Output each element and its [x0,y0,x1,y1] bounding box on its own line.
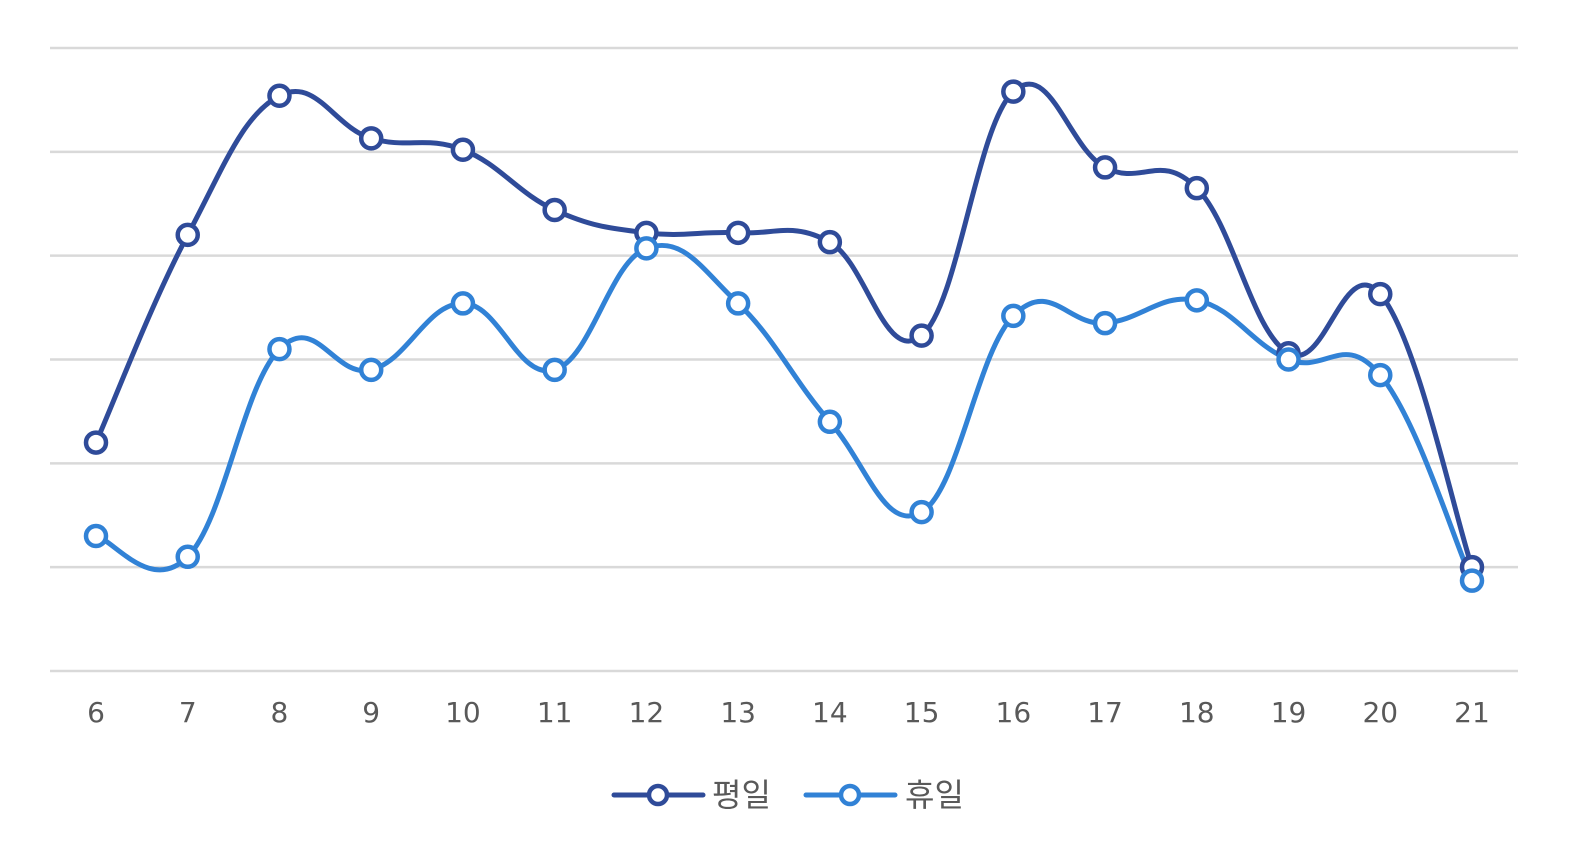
legend-item-1[interactable]: 평일 [611,776,771,814]
x-tick-label: 13 [720,696,756,729]
legend-label: 휴일 [905,776,964,814]
series-line-1 [93,81,1475,570]
data-point[interactable] [450,291,476,316]
data-point[interactable] [175,222,200,248]
data-point[interactable] [1092,155,1118,180]
data-point[interactable] [542,357,567,383]
data-point[interactable] [725,291,751,316]
data-point[interactable] [817,409,843,435]
data-point[interactable] [1276,347,1301,372]
data-point[interactable] [358,357,384,383]
x-tick-label: 15 [904,696,940,729]
x-tick-label: 8 [271,696,289,729]
data-point[interactable] [1459,568,1485,593]
x-tick-label: 16 [996,696,1032,729]
gridlines [50,46,1518,673]
data-point[interactable] [175,544,200,570]
x-tick-label: 14 [812,696,848,729]
x-tick-label: 17 [1087,696,1123,729]
data-point[interactable] [1001,303,1026,329]
series-lines [93,81,1475,584]
x-tick-label: 9 [362,696,380,729]
x-tick-label: 10 [445,696,481,729]
data-point[interactable] [83,523,109,549]
x-tick-label: 18 [1179,696,1215,729]
data-point[interactable] [1092,310,1118,336]
data-point[interactable] [1184,175,1210,201]
legend-item-2[interactable]: 휴일 [803,776,964,814]
data-points [83,79,1485,593]
data-point[interactable] [358,126,384,151]
x-tick-label: 11 [537,696,573,729]
x-tick-label: 7 [179,696,197,729]
data-point[interactable] [450,137,476,163]
legend[interactable]: 평일 휴일 [611,776,964,814]
data-point[interactable] [817,229,843,255]
x-tick-label: 12 [629,696,665,729]
data-point[interactable] [1368,281,1393,307]
legend-label: 평일 [712,776,771,814]
legend-marker [646,783,670,807]
x-tick-label: 19 [1271,696,1307,729]
x-axis-ticks: 6 7 8 9 10 11 12 13 14 15 16 17 18 19 20 21 [87,696,1490,729]
legend-marker [838,783,862,807]
data-point[interactable] [83,430,109,455]
data-point[interactable] [267,336,292,362]
data-point[interactable] [634,236,659,261]
data-point[interactable] [542,197,567,223]
data-point[interactable] [909,499,934,525]
data-point[interactable] [1184,288,1210,313]
x-tick-label: 20 [1362,696,1398,729]
data-point[interactable] [1368,362,1393,388]
data-point[interactable] [909,323,934,348]
x-tick-label: 6 [87,696,105,729]
data-point[interactable] [725,220,751,246]
data-point[interactable] [267,83,292,109]
x-tick-label: 21 [1454,696,1490,729]
data-point[interactable] [1001,79,1026,104]
series-line-2 [93,242,1475,584]
